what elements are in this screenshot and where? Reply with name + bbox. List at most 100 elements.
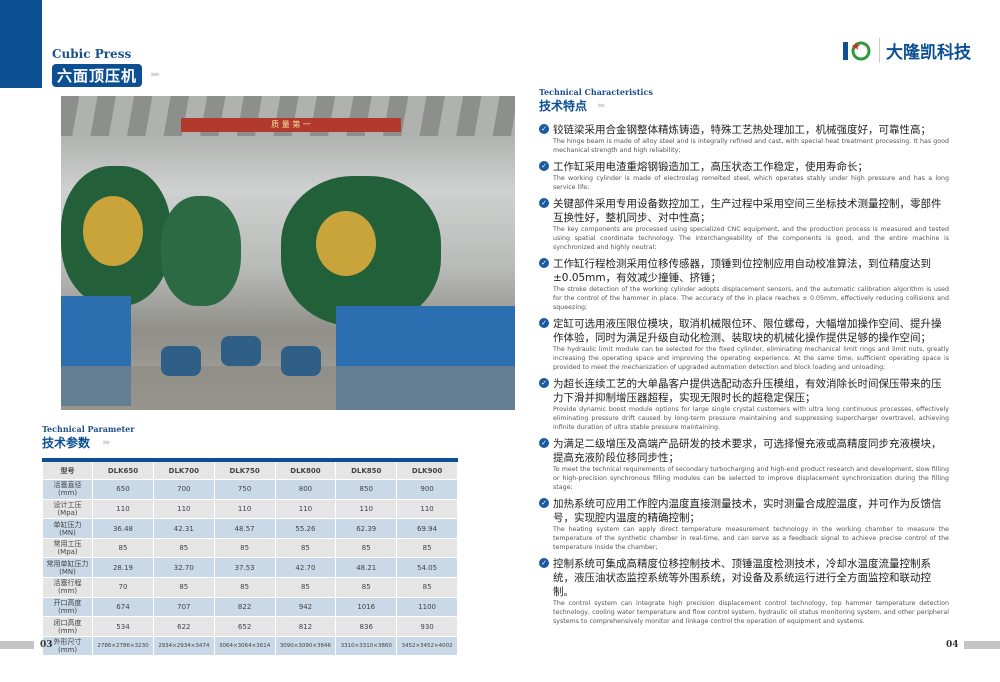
footer-bar-left [0,641,34,649]
header-cell: DLK700 [152,459,215,481]
table-cell: 85 [274,577,337,598]
table-cell: 652 [213,616,276,637]
table-cell: 1016 [335,596,398,618]
check-circle-icon: ✓ [539,124,549,134]
item-en-text: Provide dynamic boost module options for… [553,406,949,431]
item-cn-text: 关键部件采用专用设备数控加工，生产过程中采用空间三坐标技术测量控制，零部件互换性… [553,198,942,224]
item-cn-text: 为超长连续工艺的大单晶客户提供选配动态升压模组，有效消除长时间保压带来的压力下滑… [553,378,942,404]
table-cell: 85 [213,537,276,559]
param-title-cn: 技术参数 [42,436,91,450]
item-en-text: The key components are processed using s… [553,226,949,251]
list-item: ✓ 工作缸行程检测采用位移传感器，顶锤到位控制应用自动校准算法，到位精度达到±0… [539,257,949,312]
table-cell: 700 [152,479,215,500]
table-cell: 3310×3310×3860 [335,635,398,657]
table-cell: 836 [335,616,398,637]
item-en-text: The working cylinder is made of electros… [553,175,949,191]
item-en-text: The control system can integrate high pr… [553,600,949,625]
item-en-text: The hinge beam is made of alloy steel an… [553,138,949,154]
char-title-cn: 技术特点 [539,99,588,113]
table-cell: 750 [213,479,276,500]
table-cell: 85 [213,577,276,598]
table-row: 单缸压力 (MN) 36.48 42.31 48.57 55.26 62.39 69.94 [41,518,458,539]
table-cell: 110 [92,498,154,520]
table-cell: 110 [152,498,215,520]
table-cell: 650 [92,479,154,500]
header-cell: DLK750 [213,459,276,481]
param-title-en: Technical Parameter [42,424,135,434]
table-cell: 69.94 [396,518,458,539]
check-circle-icon: ✓ [539,378,549,388]
table-row: 常用工压 (Mpa) 85 85 85 85 85 85 [41,537,458,559]
item-en-text: The heating system can apply direct temp… [553,526,949,551]
table-cell: 822 [213,596,276,618]
table-header-row: 型号 DLK650 DLK700 DLK750 DLK800 DLK850 DL… [41,459,458,481]
table-cell: 110 [335,498,398,520]
char-title-en: Technical Characteristics [539,87,653,97]
table-row: 活塞行程 (mm) 70 85 85 85 85 85 [41,577,458,598]
table-cell: 674 [92,596,154,618]
row-label: 活塞行程 (mm) [41,577,94,598]
logo-icon [843,41,871,60]
page-title-cn: 六面顶压机 [52,64,143,87]
row-label: 开口高度 (mm) [41,596,94,618]
list-item: ✓ 为满足二级增压及高端产品研发的技术要求，可选择慢充液或高精度同步充液模块，提… [539,437,949,492]
table-cell: 110 [396,498,458,520]
table-cell: 85 [152,577,215,598]
table-cell: 534 [92,616,154,637]
table-cell: 32.70 [152,557,215,579]
characteristics-list: ✓ 铰链梁采用合金钢整体精炼铸造，特殊工艺热处理加工，机械强度好，可靠性高； T… [539,123,949,631]
page-title-en: Cubic Press [52,47,132,61]
table-cell: 28.19 [92,557,154,579]
table-cell: 800 [274,479,337,500]
table-row: 外形尺寸 (mm) 2786×2786×3230 2934×2934×3474 3064… [41,635,458,657]
table-cell: 930 [396,616,458,637]
table-cell: 85 [396,537,458,559]
row-label: 单缸压力 (MN) [41,518,94,539]
table-cell: 42.70 [274,557,337,579]
row-label: 外形尺寸 (mm) [41,635,94,657]
list-item: ✓ 控制系统可集成高精度位移控制技术、顶锤温度检测技术，冷却水温度流量控制系统，… [539,557,949,626]
table-cell: 3452×3452×4002 [396,635,458,657]
table-cell: 707 [152,596,215,618]
header-cell: DLK650 [92,459,154,481]
row-label: 活塞直径 (mm) [41,479,94,500]
header-cell: 型号 [41,459,94,481]
page-number-right: 04 [946,640,959,650]
item-cn-text: 工作缸行程检测采用位移传感器，顶锤到位控制应用自动校准算法，到位精度达到±0.0… [553,258,931,284]
check-circle-icon: ✓ [539,438,549,448]
table-row: 开口高度 (mm) 674 707 822 942 1016 1100 [41,596,458,618]
parameter-table: 型号 DLK650 DLK700 DLK750 DLK800 DLK850 DL… [41,458,458,657]
table-cell: 37.53 [213,557,276,579]
footer-bar-right [964,641,1000,649]
table-cell: 85 [274,537,337,559]
table-cell: 85 [335,577,398,598]
list-item: ✓ 关键部件采用专用设备数控加工，生产过程中采用空间三坐标技术测量控制，零部件互… [539,197,949,252]
row-label: 闭口高度 (mm) [41,616,94,637]
table-cell: 36.48 [92,518,154,539]
item-cn-text: 定缸可选用液压限位模块，取消机械限位环、限位螺母，大幅增加操作空间、提升操作体验… [553,318,942,344]
row-label: 常用工压 (Mpa) [41,537,94,559]
table-cell: 110 [213,498,276,520]
table-cell: 55.26 [274,518,337,539]
table-row: 闭口高度 (mm) 534 622 652 812 836 930 [41,616,458,637]
table-row: 活塞直径 (mm) 650 700 750 800 850 900 [41,479,458,500]
table-cell: 622 [152,616,215,637]
brand-name: 大隆凯科技 [879,38,971,63]
header-cell: DLK900 [396,459,458,481]
table-cell: 900 [396,479,458,500]
blue-corner-bar [0,0,42,88]
row-label: 设计工压 (Mpa) [41,498,94,520]
list-item: ✓ 工作缸采用电渣重熔钢锻造加工，高压状态工作稳定，使用寿命长； The wor… [539,160,949,192]
table-cell: 85 [335,537,398,559]
item-cn-text: 为满足二级增压及高端产品研发的技术要求，可选择慢充液或高精度同步充液模块，提高充… [553,438,942,464]
table-cell: 110 [274,498,337,520]
list-item: ✓ 铰链梁采用合金钢整体精炼铸造，特殊工艺热处理加工，机械强度好，可靠性高； T… [539,123,949,155]
header-cell: DLK850 [335,459,398,481]
page-number-left: 03 [40,640,53,650]
cubic-press-photo: 质 量 第 一 [61,96,515,410]
table-row: 常用单缸压力 (MN) 28.19 32.70 37.53 42.70 48.21 54.05 [41,557,458,579]
table-cell: 812 [274,616,337,637]
table-cell: 2786×2786×3230 [92,635,154,657]
table-cell: 48.21 [335,557,398,579]
check-circle-icon: ✓ [539,558,549,568]
